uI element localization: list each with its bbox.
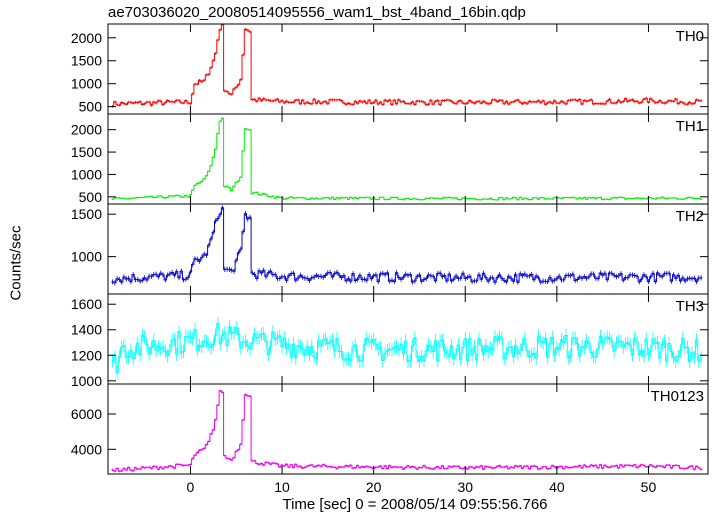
series-label-th1: TH1 [676,118,704,135]
panel-frame [107,383,709,475]
series-line-th0 [111,24,703,107]
y-tick-label: 1000 [71,76,102,92]
series-label-th0123: TH0123 [651,388,704,405]
panel-th0: 500 1000 1500 2000 TH0 [71,23,709,115]
series-label-th3: TH3 [676,298,704,315]
series-line-th3 [111,322,703,373]
y-tick-label: 1500 [71,206,102,222]
y-tick-label: 1000 [71,373,102,389]
panel-frame [107,203,709,295]
error-bars-th0 [112,24,702,108]
x-axis-label: Time [sec] 0 = 2008/05/14 09:55:56.766 [282,496,548,513]
error-bars-th1 [112,117,702,201]
panel-frame [107,293,709,385]
y-tick-label: 500 [79,99,103,115]
y-tick-label: 1000 [71,249,102,265]
x-tick-label: 0 [187,479,195,495]
error-bars-th0123 [112,389,702,473]
y-tick-label: 1500 [71,53,102,69]
x-tick-label: 40 [549,479,565,495]
y-tick-label: 1600 [71,296,102,312]
y-tick-label: 2000 [71,122,102,138]
panel-frame [107,113,709,205]
series-line-th1 [111,117,703,201]
x-tick-label: 20 [366,479,382,495]
series-line-th2 [111,207,703,284]
x-tick-label: 10 [274,479,290,495]
series-line-th0123 [111,390,703,472]
y-tick-label: 500 [79,189,103,205]
y-tick-label: 6000 [71,406,102,422]
y-tick-label: 2000 [71,30,102,46]
x-tick-label: 50 [641,479,657,495]
y-tick-label: 1200 [71,347,102,363]
panel-th2: 1000 1500 TH2 [71,203,709,295]
x-tick-label: 30 [457,479,473,495]
y-tick-label: 1500 [71,144,102,160]
panel-th1: 500 1000 1500 2000 TH1 [71,113,709,205]
y-tick-label: 1000 [71,166,102,182]
series-label-th2: TH2 [676,208,704,225]
panel-th3: 1000 1200 1400 1600 TH3 [71,293,709,389]
y-tick-label: 4000 [71,441,102,457]
series-label-th0: TH0 [676,28,704,45]
y-tick-label: 1400 [71,322,102,338]
panel-th0123: 4000 6000 TH0123 [71,383,709,475]
chart-title: ae703036020_20080514095556_wam1_bst_4ban… [108,4,526,21]
